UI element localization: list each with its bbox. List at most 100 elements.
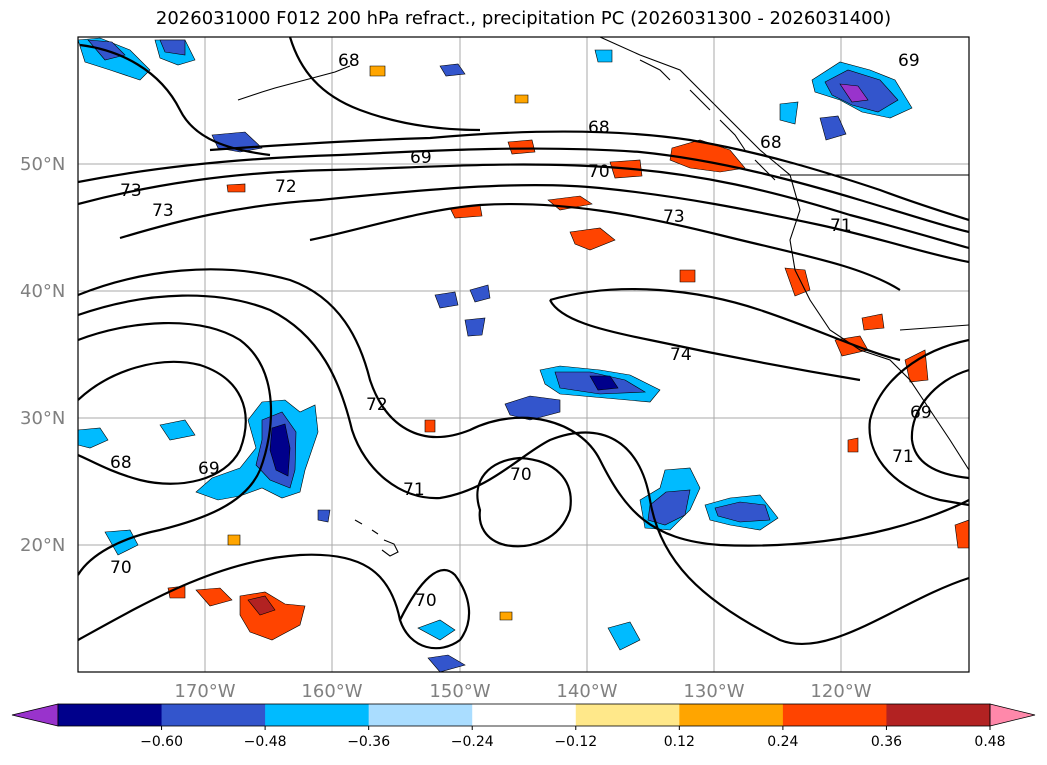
contour-line <box>309 202 901 291</box>
precip-patch <box>439 63 466 77</box>
precip-patch <box>839 83 869 103</box>
lon-label: 140°W <box>556 681 617 702</box>
hawaii-islands <box>354 519 399 557</box>
precip-patch <box>607 621 641 651</box>
contour-label: 70 <box>510 465 532 485</box>
contour-line <box>78 322 273 576</box>
contour-label: 70 <box>415 591 437 611</box>
contour-line <box>549 288 901 382</box>
contour-line <box>209 130 969 222</box>
colorbar-segment <box>368 704 473 726</box>
contour-label: 68 <box>110 453 132 473</box>
colorbar-tick-label: −0.24 <box>451 734 494 750</box>
contour-label: 71 <box>403 480 425 500</box>
precip-patch <box>847 437 859 453</box>
precip-negative-patches <box>78 37 913 672</box>
contour-label: 70 <box>588 162 610 182</box>
precip-patch <box>269 423 291 477</box>
contour-line <box>78 268 969 547</box>
colorbar-segment <box>679 704 784 726</box>
lon-label: 120°W <box>810 681 871 702</box>
contour-line <box>288 37 481 132</box>
precip-patch <box>417 619 456 641</box>
precip-patch <box>861 313 885 331</box>
colorbar-segment <box>265 704 370 726</box>
precip-patch <box>464 317 486 337</box>
precip-patch <box>679 269 696 283</box>
lon-labels: 170°W 160°W 150°W 140°W 130°W 120°W <box>174 681 871 702</box>
lon-label: 170°W <box>174 681 235 702</box>
refractivity-contours <box>78 37 969 650</box>
precip-patch <box>507 139 536 155</box>
contour-label: 73 <box>663 207 685 227</box>
contour-label: 73 <box>152 201 174 221</box>
colorbar-frame <box>57 703 991 727</box>
contour-line <box>910 368 969 480</box>
precip-positive-patches <box>167 65 969 641</box>
colorbar-segment <box>58 704 163 726</box>
colorbar-tick-label: 0.36 <box>871 734 902 750</box>
precip-patch <box>589 375 619 391</box>
lon-label: 150°W <box>429 681 490 702</box>
contour-line <box>79 43 271 157</box>
lat-label: 50°N <box>20 154 65 175</box>
precip-patch <box>504 395 561 421</box>
lon-label: 160°W <box>301 681 362 702</box>
lat-label: 30°N <box>20 408 65 429</box>
contour-line <box>868 338 969 507</box>
coastlines <box>237 37 969 557</box>
contour-label: 72 <box>366 395 388 415</box>
colorbar-segment <box>575 704 680 726</box>
contour-line <box>398 568 471 650</box>
contour-label: 70 <box>110 558 132 578</box>
contour-label: 74 <box>670 345 692 365</box>
precip-patch <box>159 39 186 56</box>
contour-label: 72 <box>275 177 297 197</box>
precip-patch <box>227 534 241 546</box>
precip-patch <box>78 427 109 449</box>
border-us-mexico <box>899 324 969 331</box>
contour-label: 69 <box>910 403 932 423</box>
contour-line <box>78 163 969 250</box>
colorbar-tick-label: −0.60 <box>140 734 183 750</box>
coastline-aleutians <box>237 65 351 101</box>
contour-label: 69 <box>898 51 920 71</box>
precip-patch <box>159 419 196 441</box>
precip-patch <box>499 611 513 621</box>
precip-patch <box>594 49 613 63</box>
colorbar-tick-label: −0.12 <box>554 734 597 750</box>
colorbar-tick-label: −0.36 <box>347 734 390 750</box>
precip-patch <box>424 419 436 433</box>
colorbar-tick-label: 0.12 <box>664 734 695 750</box>
map-frame <box>77 36 970 673</box>
precip-patch <box>469 284 491 303</box>
colorbar-tick-label: −0.48 <box>244 734 287 750</box>
contour-label: 71 <box>830 216 852 236</box>
lat-label: 40°N <box>20 281 65 302</box>
precip-patch <box>195 587 233 607</box>
contour-line <box>476 456 572 548</box>
contour-line <box>78 553 402 641</box>
contour-label: 68 <box>588 118 610 138</box>
colorbar-extend-high <box>989 703 1036 727</box>
contour-label: 68 <box>760 133 782 153</box>
precip-patch <box>569 227 616 251</box>
colorbar-tick-label: 0.48 <box>974 734 1005 750</box>
contour-label: 71 <box>892 447 914 467</box>
map-title: 2026031000 F012 200 hPa refract., precip… <box>155 8 892 29</box>
contour-label: 68 <box>338 51 360 71</box>
contour-line <box>78 294 969 646</box>
precip-patch <box>819 115 847 141</box>
colorbar-tick-label: 0.24 <box>767 734 798 750</box>
contour-label: 73 <box>120 181 142 201</box>
colorbar-extend-low <box>11 703 59 727</box>
colorbar-segment <box>161 704 266 726</box>
precip-patch <box>427 654 466 672</box>
precip-patch <box>369 65 386 77</box>
contour-line <box>78 360 247 485</box>
precip-patch <box>954 519 969 549</box>
lon-label: 130°W <box>683 681 744 702</box>
precip-patch <box>784 267 811 297</box>
coastline-north-america <box>599 37 969 471</box>
